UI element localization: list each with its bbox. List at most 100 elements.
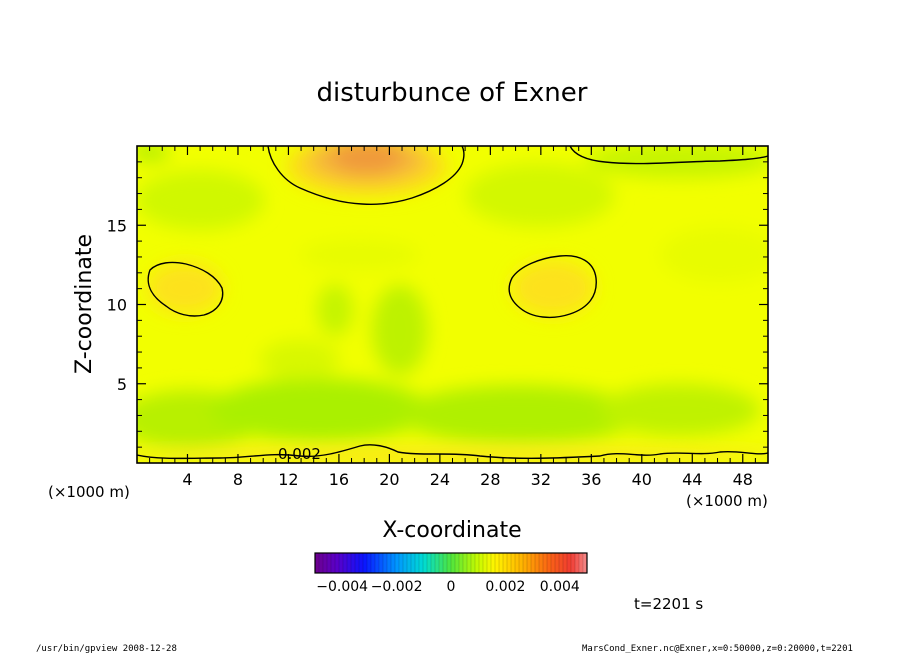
colorbar-cell (395, 553, 400, 573)
footer-right: MarsCond_Exner.nc@Exner,x=0:50000,z=0:20… (582, 644, 853, 654)
heatmap-field (137, 146, 768, 463)
colorbar-cell (479, 553, 484, 573)
field-bottom-band (137, 447, 768, 463)
colorbar-cell (427, 553, 432, 573)
field-green-blob (300, 239, 420, 271)
colorbar-frame (314, 552, 588, 574)
colorbar-cell (567, 553, 572, 573)
field-green-blob (660, 227, 768, 283)
colorbar-cell (515, 553, 520, 573)
colorbar-cell (579, 553, 584, 573)
field-green-blob (465, 163, 615, 227)
colorbar-cell (407, 553, 412, 573)
colorbar-cell (419, 553, 424, 573)
time-label: t=2201 s (634, 595, 703, 613)
colorbar-cell (539, 553, 544, 573)
contour-top-right (569, 146, 768, 165)
colorbar-cell (503, 553, 508, 573)
y-tick-label: 10 (107, 296, 127, 315)
field-green-blob (317, 284, 353, 336)
x-tick-label: 40 (632, 470, 652, 489)
colorbar-cell (439, 553, 444, 573)
x-tick-label: 8 (233, 470, 243, 489)
colorbar-cell (487, 553, 492, 573)
colorbar-cell (523, 553, 528, 573)
colorbar-cell (483, 553, 488, 573)
contour-top-center (267, 146, 465, 205)
colorbar-cell (411, 553, 416, 573)
contour-right-oval (508, 255, 597, 319)
colorbar-cell (583, 553, 588, 573)
colorbar-cell (371, 553, 376, 573)
x-tick-label: 20 (379, 470, 399, 489)
x-unit-right: (×1000 m) (686, 492, 768, 510)
colorbar-cell (463, 553, 468, 573)
colorbar-cell (315, 553, 320, 573)
colorbar-cell (319, 553, 324, 573)
field-yellow-max (511, 260, 595, 316)
colorbar-cell (363, 553, 368, 573)
colorbar-cell (375, 553, 380, 573)
colorbar-cell (475, 553, 480, 573)
contour-left-oval (147, 261, 224, 317)
colorbar-cell (459, 553, 464, 573)
colorbar-cell (327, 553, 332, 573)
colorbar-tick-label: −0.002 (371, 579, 423, 595)
field-green-blob (372, 285, 428, 375)
colorbar-cell (379, 553, 384, 573)
colorbar-cell (343, 553, 348, 573)
colorbar-cell (575, 553, 580, 573)
contour-label: 0.002 (278, 445, 321, 463)
x-tick-label: 12 (278, 470, 298, 489)
y-tick-label: 5 (117, 375, 127, 394)
colorbar-tick-label: 0 (447, 579, 456, 595)
colorbar-cell (467, 553, 472, 573)
colorbar-cell (323, 553, 328, 573)
field-green-blob (137, 170, 265, 230)
colorbar-cell (563, 553, 568, 573)
colorbar-cell (399, 553, 404, 573)
colorbar-cell (347, 553, 352, 573)
y-axis: 5 10 15 (107, 161, 768, 448)
colorbar-tick-label: −0.004 (316, 579, 368, 595)
field-green-blob (600, 384, 760, 436)
x-tick-label: 28 (480, 470, 500, 489)
colorbar-cell (391, 553, 396, 573)
field-green-blob (210, 378, 430, 442)
colorbar-cell (335, 553, 340, 573)
y-axis-label: Z-coordinate (72, 234, 97, 374)
colorbar-cell (507, 553, 512, 573)
colorbar-cell (403, 553, 408, 573)
x-tick-label: 16 (329, 470, 349, 489)
x-tick-label: 44 (682, 470, 702, 489)
colorbar-tick-labels: −0.004 −0.002 0 0.002 0.004 (316, 579, 580, 595)
x-axis-label: X-coordinate (382, 518, 521, 543)
colorbar-cell (491, 553, 496, 573)
colorbar-cell (355, 553, 360, 573)
colorbar-cell (531, 553, 536, 573)
field-green-blob (260, 340, 340, 380)
colorbar-cell (559, 553, 564, 573)
colorbar-cell (571, 553, 576, 573)
field-green-blob (137, 146, 170, 162)
footer-left: /usr/bin/gpview 2008-12-28 (36, 644, 177, 654)
colorbar-cell (471, 553, 476, 573)
colorbar (314, 552, 588, 574)
x-tick-label: 4 (182, 470, 192, 489)
colorbar-tick-label: 0.002 (485, 579, 525, 595)
colorbar-cell (443, 553, 448, 573)
colorbar-cell (551, 553, 556, 573)
colorbar-cell (511, 553, 516, 573)
colorbar-cell (435, 553, 440, 573)
colorbar-cell (423, 553, 428, 573)
colorbar-cell (547, 553, 552, 573)
colorbar-cell (431, 553, 436, 573)
field-green-blob (400, 385, 640, 445)
contour-bottom (137, 444, 768, 460)
colorbar-cell (543, 553, 548, 573)
colorbar-cell (339, 553, 344, 573)
x-tick-label: 32 (531, 470, 551, 489)
x-unit-left: (×1000 m) (48, 483, 130, 501)
colorbar-cell (383, 553, 388, 573)
